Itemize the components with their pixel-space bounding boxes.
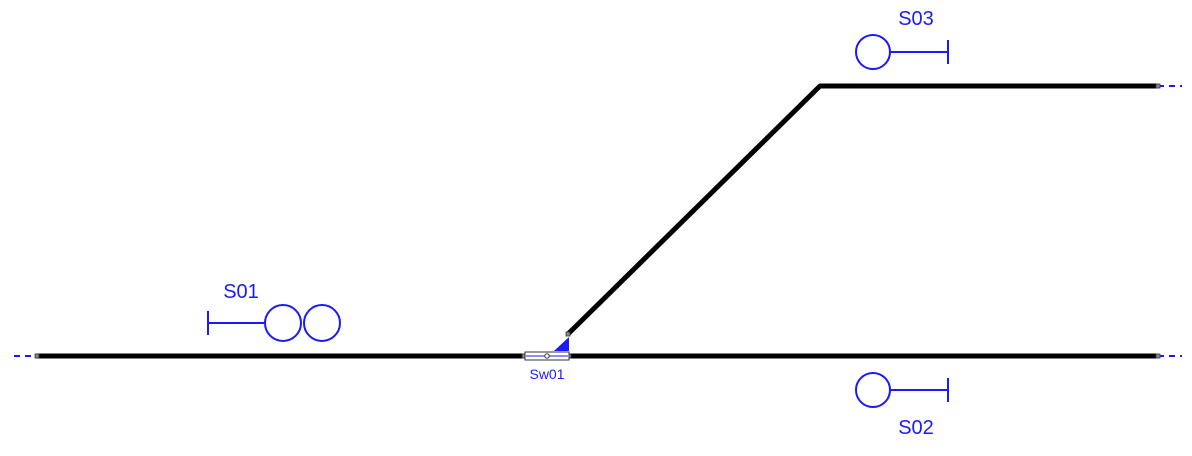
track-end-nodes xyxy=(34,83,1161,359)
switch-label-sw01: Sw01 xyxy=(529,366,564,382)
switch-pivot xyxy=(544,353,550,359)
signal-s01-lamp-2 xyxy=(303,304,341,342)
signal-label-s01: S01 xyxy=(223,281,259,303)
signal-s01-lamp-1 xyxy=(264,304,302,342)
switch-sw01[interactable]: Sw01 xyxy=(524,337,570,382)
track-diverging[interactable] xyxy=(566,83,1158,336)
signal-s03[interactable] xyxy=(855,34,949,70)
signal-s01[interactable] xyxy=(207,304,341,342)
signal-s03-lamp xyxy=(855,34,891,70)
signal-s02-lamp xyxy=(855,372,891,408)
switch-position-indicator xyxy=(554,337,569,351)
signal-label-s03: S03 xyxy=(898,8,934,30)
signal-label-s02: S02 xyxy=(898,417,934,439)
signal-s02[interactable] xyxy=(855,372,949,408)
